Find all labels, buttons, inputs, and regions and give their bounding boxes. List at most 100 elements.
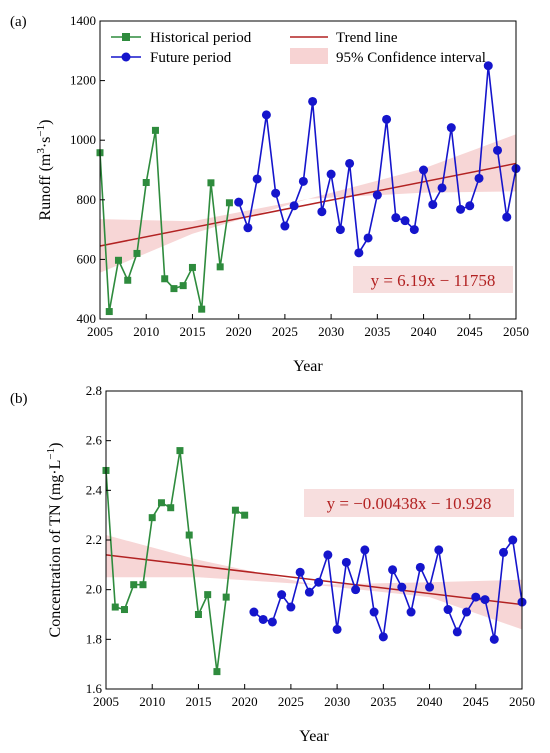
- x-tick-label: 2040: [417, 694, 443, 709]
- future-data-point: [465, 201, 475, 211]
- x-tick-label: 2010: [139, 694, 165, 709]
- historical-data-point: [179, 282, 187, 290]
- historical-data-point: [216, 263, 224, 271]
- x-tick-label: 2025: [272, 324, 298, 339]
- x-tick-label: 2020: [226, 324, 252, 339]
- panel-label-a: (a): [10, 14, 27, 30]
- plot-frame-b: [105, 390, 523, 690]
- historical-data-point: [111, 603, 119, 611]
- future-data-point: [437, 183, 447, 193]
- future-data-point: [474, 173, 484, 183]
- x-tick-label: 2045: [457, 324, 483, 339]
- future-data-point: [345, 158, 355, 168]
- x-ticks-b: 2005 2010 2015 2020 2025 2030 2035 2040 2045 2050: [93, 684, 535, 709]
- future-data-point: [400, 216, 410, 226]
- historical-data-point: [130, 581, 138, 589]
- future-data-point: [252, 174, 262, 184]
- y-axis-label-b: Concentration of TN (mg·L−1): [45, 443, 64, 638]
- historical-data-point: [231, 506, 239, 514]
- future-data-point: [409, 225, 419, 235]
- future-data-point: [415, 562, 425, 572]
- legend-ci-swatch: [290, 48, 328, 64]
- legend-ci-label: 95% Confidence interval: [336, 50, 486, 66]
- future-data-point: [446, 123, 456, 133]
- historical-data-point: [170, 285, 178, 293]
- y-tick-label: 1.6: [86, 681, 103, 696]
- x-tick-label: 2045: [463, 694, 489, 709]
- historical-data-point: [204, 591, 212, 599]
- future-data-point: [271, 188, 281, 198]
- future-data-point: [428, 200, 438, 210]
- historical-data-point: [241, 511, 249, 519]
- future-data-point: [489, 634, 499, 644]
- y-tick-label: 1.8: [86, 631, 102, 646]
- future-data-point: [308, 96, 318, 106]
- x-tick-label: 2020: [232, 694, 258, 709]
- x-tick-label: 2015: [185, 694, 211, 709]
- future-data-point: [304, 587, 314, 597]
- future-data-point: [382, 114, 392, 124]
- x-tick-label: 2005: [87, 324, 113, 339]
- y-ticks-a: 400 600 800 1000 1200 1400: [70, 13, 105, 326]
- future-data-point: [483, 61, 493, 71]
- historical-data-point: [222, 593, 230, 601]
- x-tick-label: 2035: [370, 694, 396, 709]
- historical-data-point: [114, 256, 122, 264]
- panel-label-b: (b): [10, 391, 28, 407]
- future-data-point: [480, 595, 490, 605]
- tn-concentration-chart: (b) 1.61.82.02.22.42.62.8 2005 2010 2015 20…: [10, 383, 535, 745]
- future-data-point: [332, 624, 342, 634]
- historical-data-point: [105, 308, 113, 316]
- future-data-point: [391, 213, 401, 223]
- future-data-point: [314, 577, 324, 587]
- future-data-point: [493, 145, 503, 155]
- legend-future-label: Future period: [150, 50, 232, 66]
- historical-data-point: [148, 514, 156, 522]
- x-tick-label: 2005: [93, 694, 119, 709]
- legend-historical-marker: [122, 33, 130, 41]
- historical-data-point: [151, 126, 159, 134]
- historical-data-point: [194, 611, 202, 618]
- historical-data-point: [139, 581, 147, 589]
- future-data-point: [462, 607, 472, 617]
- future-data-point: [335, 225, 345, 235]
- x-tick-label: 2030: [324, 694, 350, 709]
- future-data-point: [369, 607, 379, 617]
- y-tick-label: 400: [77, 311, 97, 326]
- future-data-point: [267, 617, 277, 627]
- future-data-point: [258, 614, 268, 624]
- future-data-point: [326, 169, 336, 179]
- confidence-band-area: [106, 535, 522, 630]
- future-data-point: [234, 197, 244, 207]
- x-ticks-a: 2005 2010 2015 2020 2025 2030 2035 2040 2045 2050: [87, 314, 529, 339]
- plot-frame-a: [99, 20, 517, 320]
- historical-data-point: [167, 504, 175, 512]
- x-tick-label: 2025: [278, 694, 304, 709]
- y-tick-label: 2.2: [86, 532, 102, 547]
- trend-equation-b: y = −0.00438x − 10.928: [327, 494, 492, 513]
- future-data-point: [295, 567, 305, 577]
- y-ticks-b: 1.6 1.8 2.0 2.2 2.4 2.6 2.8: [86, 383, 111, 696]
- future-data-point: [499, 547, 509, 557]
- future-data-point: [425, 582, 435, 592]
- future-data-point: [406, 607, 416, 617]
- y-tick-label: 2.0: [86, 582, 102, 597]
- historical-data-point: [142, 179, 150, 187]
- x-tick-label: 2040: [411, 324, 437, 339]
- future-data-point: [280, 221, 290, 231]
- historical-data-point: [124, 276, 132, 284]
- trend-line: [105, 554, 523, 606]
- trend-line: [99, 162, 517, 247]
- historical-data-point: [161, 275, 169, 283]
- x-tick-label: 2030: [318, 324, 344, 339]
- confidence-band-b: [106, 535, 522, 630]
- legend-historical-label: Historical period: [150, 30, 252, 46]
- y-tick-label: 800: [77, 192, 97, 207]
- future-data-point: [502, 212, 512, 222]
- y-tick-label: 2.8: [86, 383, 102, 398]
- future-data-point: [471, 592, 481, 602]
- future-data-point: [388, 565, 398, 575]
- historical-series-line: [105, 450, 246, 672]
